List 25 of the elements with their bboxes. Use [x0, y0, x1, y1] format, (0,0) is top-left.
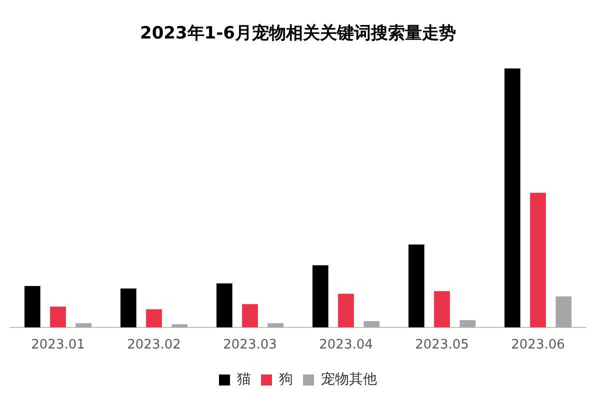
bar — [338, 294, 354, 328]
bar — [120, 288, 136, 328]
legend-label: 猫 — [237, 372, 251, 388]
legend-label: 狗 — [279, 372, 293, 388]
bar — [530, 192, 546, 328]
bar — [50, 306, 66, 328]
x-tick-label: 2023.05 — [415, 338, 469, 353]
x-tick-label: 2023.01 — [31, 338, 85, 353]
x-tick-label: 2023.06 — [511, 338, 565, 353]
bar — [146, 309, 162, 328]
bar — [408, 244, 424, 328]
bar — [216, 283, 232, 328]
bar — [460, 320, 476, 328]
x-tick-label: 2023.03 — [223, 338, 277, 353]
x-tick-label: 2023.02 — [127, 338, 181, 353]
legend-label: 宠物其他 — [321, 372, 377, 388]
bar — [242, 304, 258, 328]
bar — [504, 68, 520, 328]
chart-title: 2023年1-6月宠物相关关键词搜索量走势 — [140, 24, 456, 44]
bar — [24, 286, 40, 328]
x-tick-label: 2023.04 — [319, 338, 373, 353]
bar — [364, 321, 380, 328]
bar — [556, 296, 572, 328]
bar — [434, 291, 450, 328]
bar — [312, 265, 328, 328]
